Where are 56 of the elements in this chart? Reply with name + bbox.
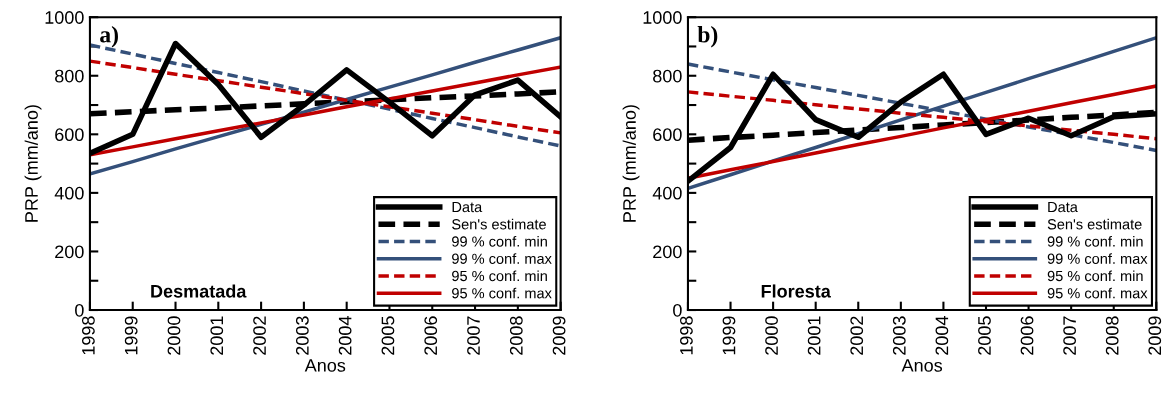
x-axis-title: Anos <box>901 359 943 372</box>
x-tick-label: 1999 <box>124 316 138 355</box>
annotation: b) <box>697 25 718 48</box>
x-tick-label: 2009 <box>1148 316 1162 355</box>
x-tick-label: 1999 <box>722 316 736 355</box>
x-tick-label: 2001 <box>210 316 224 355</box>
x-tick-label: 2008 <box>1105 316 1119 355</box>
x-tick-label: 2002 <box>850 316 864 355</box>
x-tick-label: 2004 <box>935 316 949 355</box>
legend-label: Sen's estimate <box>452 218 546 230</box>
x-axis-title: Anos <box>304 359 346 372</box>
x-tick-label: 1998 <box>82 316 95 355</box>
x-tick-label: 2003 <box>295 316 309 355</box>
legend-label: 99 % conf. max <box>452 253 552 264</box>
annotation: a) <box>100 25 118 48</box>
y-tick-label: 600 <box>653 128 682 142</box>
x-tick-label: 2000 <box>167 316 181 355</box>
x-tick-label: 1998 <box>680 316 693 355</box>
y-tick-label: 400 <box>652 186 682 200</box>
x-tick-label: 2004 <box>338 316 352 355</box>
y-tick-label: 0 <box>673 303 682 317</box>
legend-label: 95 % conf. min <box>452 270 547 282</box>
y-tick-label: 400 <box>54 186 84 200</box>
x-tick-label: 2003 <box>892 316 906 355</box>
y-tick-label: 1000 <box>643 11 682 24</box>
legend-label: 99 % conf. min <box>452 235 547 247</box>
x-tick-label: 2002 <box>253 316 266 355</box>
x-tick-label: 2006 <box>424 316 438 355</box>
x-tick-label: 2000 <box>765 316 778 355</box>
y-tick-label: 600 <box>55 128 84 142</box>
annotation: Floresta <box>761 284 831 298</box>
y-tick-label: 200 <box>55 245 84 259</box>
x-tick-label: 2005 <box>978 316 991 355</box>
legend-label: Data <box>452 202 483 213</box>
y-tick-label: 0 <box>75 303 84 317</box>
legend-label: 99 % conf. max <box>1047 253 1148 264</box>
x-tick-label: 2006 <box>1020 316 1034 355</box>
y-axis-title: PRP (mm/ano) <box>24 105 42 222</box>
y-tick-label: 800 <box>653 69 682 83</box>
y-axis-title: PRP (mm/ano) <box>622 105 640 222</box>
legend-label: 95 % conf. min <box>1047 270 1143 282</box>
x-tick-label: 2009 <box>552 316 566 355</box>
legend-label: 99 % conf. min <box>1047 235 1143 247</box>
x-tick-label: 2007 <box>467 316 480 355</box>
x-tick-label: 2007 <box>1063 316 1077 355</box>
y-tick-label: 1000 <box>45 11 84 24</box>
legend-label: 95 % conf. max <box>1047 287 1148 299</box>
y-tick-label: 200 <box>653 245 682 259</box>
annotation: Desmatada <box>151 284 247 298</box>
legend-label: Data <box>1048 202 1078 213</box>
x-tick-label: 2008 <box>509 316 523 355</box>
y-tick-label: 800 <box>55 69 84 83</box>
legend-label: 95 % conf. max <box>452 287 552 299</box>
x-tick-label: 2005 <box>381 316 395 355</box>
x-tick-label: 2001 <box>807 316 821 355</box>
legend-label: Sen's estimate <box>1047 218 1142 230</box>
